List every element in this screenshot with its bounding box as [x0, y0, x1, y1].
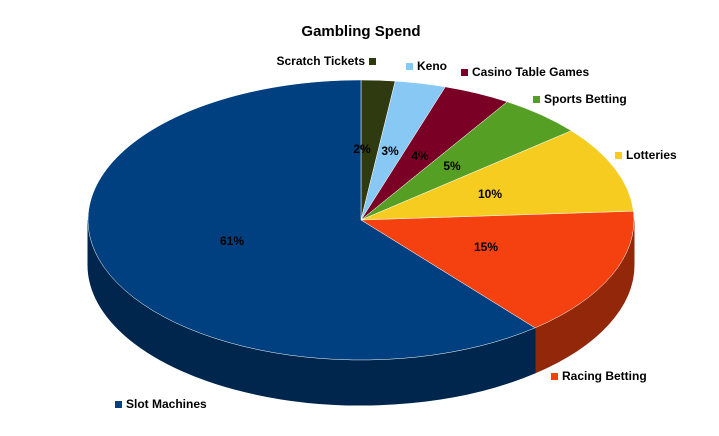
data-label: 61%	[220, 234, 244, 248]
category-label: Casino Table Games	[472, 65, 589, 79]
category-label: Scratch Tickets	[277, 54, 366, 68]
legend-swatch	[551, 373, 558, 380]
legend-swatch	[461, 69, 468, 76]
category-label: Slot Machines	[126, 397, 207, 411]
data-label: 3%	[381, 144, 399, 158]
category-label: Keno	[417, 59, 447, 73]
legend-swatch	[369, 58, 376, 65]
category-label: Lotteries	[626, 148, 677, 162]
legend-swatch	[615, 152, 622, 159]
data-label: 4%	[411, 149, 429, 163]
data-label: 10%	[478, 187, 502, 201]
slice	[87, 79, 536, 361]
category-label: Sports Betting	[544, 92, 627, 106]
data-label: 15%	[474, 240, 498, 254]
slice	[360, 210, 635, 329]
category-label: Racing Betting	[562, 369, 647, 383]
data-label: 5%	[443, 159, 461, 173]
data-label: 2%	[353, 142, 371, 156]
legend-swatch	[115, 401, 122, 408]
chart-title: Gambling Spend	[301, 23, 420, 40]
legend-swatch	[406, 63, 413, 70]
legend-swatch	[533, 96, 540, 103]
slice	[360, 130, 634, 221]
